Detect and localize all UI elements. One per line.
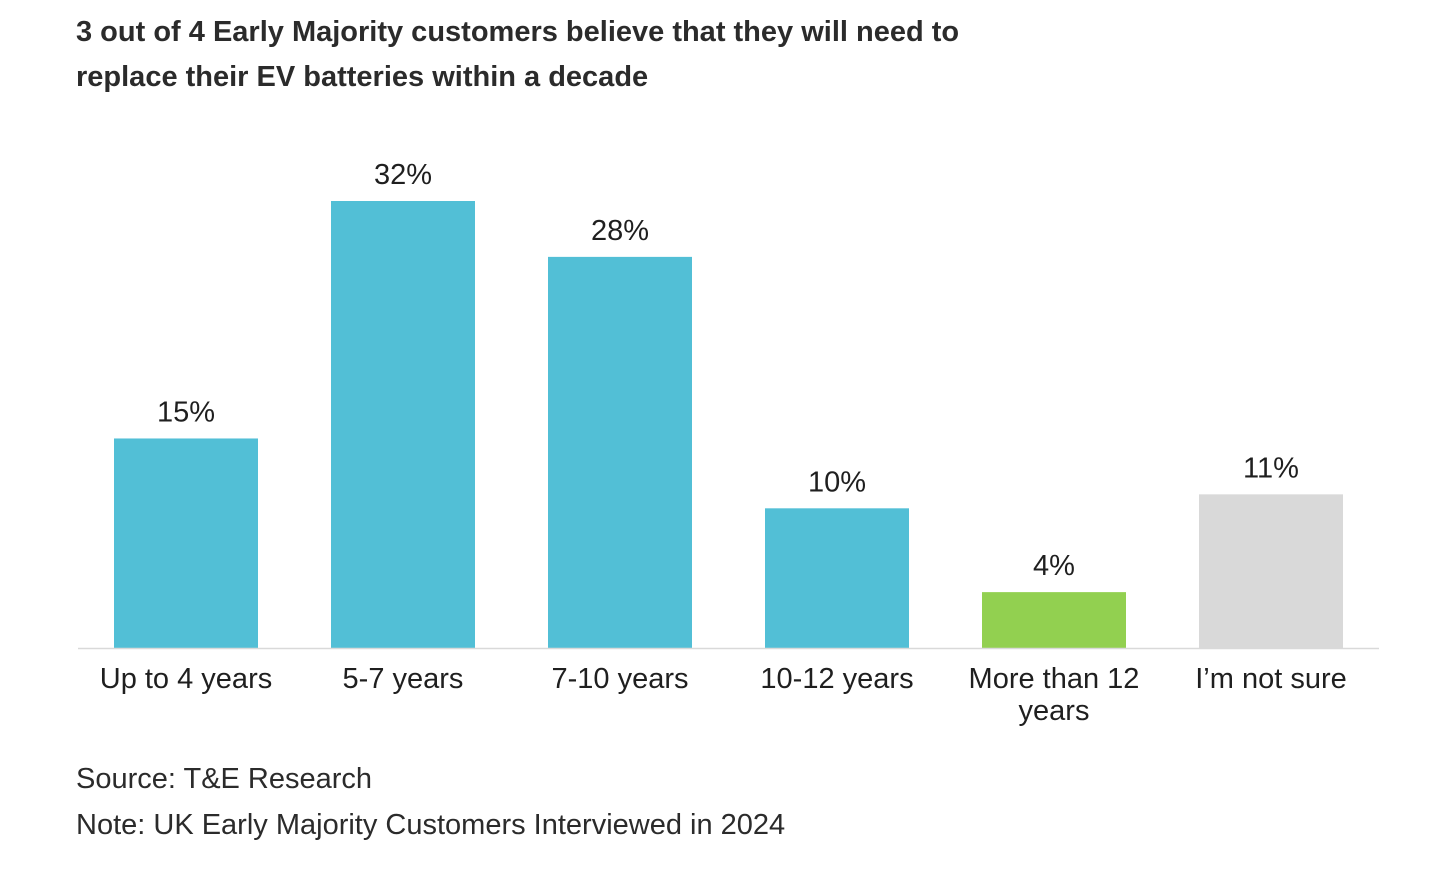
category-label-4: 10-12 years: [760, 663, 913, 695]
chart-title-line-1: 3 out of 4 Early Majority customers beli…: [76, 16, 960, 48]
value-label-4: 10%: [808, 466, 866, 498]
source-note: Source: T&E Research: [76, 763, 373, 795]
category-label-1-line-1: Up to 4 years: [100, 663, 272, 695]
category-label-3-line-1: 7-10 years: [551, 663, 688, 695]
bar-5: [982, 592, 1126, 648]
category-label-6-line-1: I’m not sure: [1195, 663, 1347, 695]
bar-4: [765, 508, 909, 648]
bar-2: [331, 201, 475, 648]
category-label-5-line-1: More than 12: [969, 663, 1140, 695]
footnote: Note: UK Early Majority Customers Interv…: [76, 809, 786, 841]
category-label-2: 5-7 years: [343, 663, 464, 695]
category-labels-layer: Up to 4 years 5-7 years 7-10 years 10-12 ye…: [100, 663, 1347, 727]
chart-title: 3 out of 4 Early Majority customers beli…: [76, 10, 1076, 100]
category-label-2-line-1: 5-7 years: [343, 663, 464, 695]
bar-6: [1199, 494, 1343, 648]
chart-title-line-2: replace their EV batteries within a deca…: [76, 61, 649, 93]
value-label-5: 4%: [1033, 550, 1075, 582]
category-label-5-line-2: years: [1019, 695, 1090, 727]
category-label-6: I’m not sure: [1195, 663, 1347, 695]
category-label-4-line-1: 10-12 years: [760, 663, 913, 695]
value-label-2: 32%: [374, 159, 432, 191]
value-label-3: 28%: [591, 215, 649, 247]
bar-1: [114, 438, 258, 648]
category-label-1: Up to 4 years: [100, 663, 272, 695]
value-label-6: 11%: [1243, 452, 1299, 484]
bar-3: [548, 256, 692, 648]
value-labels-layer: 15% 32% 28% 10% 4% 11%: [157, 159, 1299, 582]
category-label-3: 7-10 years: [551, 663, 688, 695]
category-label-5: More than 12 years: [969, 663, 1140, 727]
bars-layer: [114, 201, 1343, 648]
value-label-1: 15%: [157, 396, 215, 428]
